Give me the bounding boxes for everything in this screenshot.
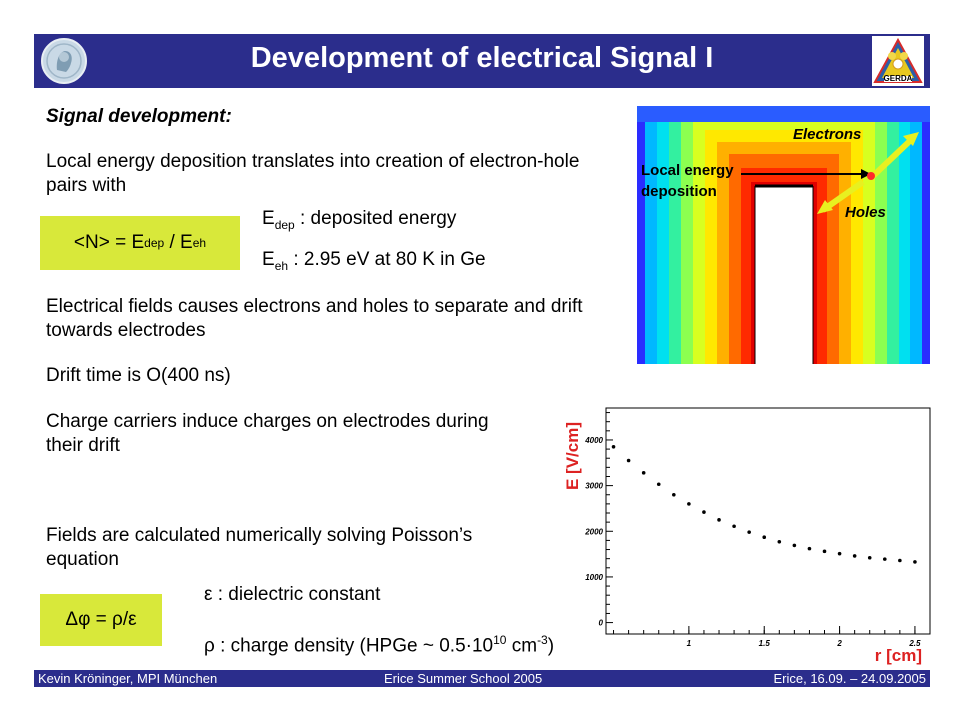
definition-epsilon: ε : dielectric constant bbox=[204, 584, 381, 605]
data-point bbox=[672, 492, 676, 497]
section-title: Signal development: bbox=[46, 106, 232, 127]
definition-edep-sub: dep bbox=[274, 217, 295, 232]
definition-edep: Edep : deposited energy bbox=[262, 207, 456, 237]
definition-rho-pre: ρ : charge density (HPGe ~ 0.5·10 bbox=[204, 635, 494, 657]
mpi-logo-icon bbox=[41, 38, 87, 84]
data-point bbox=[762, 535, 767, 540]
footer-date: Erice, 16.09. – 24.09.2005 bbox=[773, 671, 926, 686]
data-point bbox=[702, 510, 706, 514]
data-point bbox=[807, 546, 812, 551]
definition-rho-post: ) bbox=[547, 635, 555, 657]
definition-edep-text: : deposited energy bbox=[294, 208, 457, 229]
y-tick-label: 2000 bbox=[584, 527, 603, 536]
gerda-logo: GERDA bbox=[872, 36, 924, 86]
x-axis-label: r [cm] bbox=[875, 646, 922, 665]
x-tick-label: 2 bbox=[836, 639, 842, 648]
plot-frame bbox=[605, 407, 931, 635]
field-map-image: Electrons Holes Local energy deposition bbox=[637, 106, 930, 364]
data-point bbox=[898, 558, 902, 563]
footer-bar: Kevin Kröninger, MPI München Erice Summe… bbox=[34, 670, 930, 687]
data-point bbox=[867, 555, 872, 560]
data-point bbox=[687, 502, 691, 506]
paragraph-electrical-fields: Electrical fields causes electrons and h… bbox=[46, 296, 583, 341]
data-point bbox=[732, 524, 736, 529]
y-tick-label: 3000 bbox=[585, 482, 603, 491]
formula-n-sub-eh: eh bbox=[192, 236, 207, 250]
formula-n-sub-dep: dep bbox=[144, 236, 165, 250]
header-bar: Development of electrical Signal I GERDA bbox=[34, 34, 930, 88]
formula-box-poisson: Δφ = ρ/ε bbox=[40, 594, 162, 646]
y-tick-label: 1000 bbox=[585, 573, 603, 582]
definition-rho-sup-exp: 10 bbox=[493, 633, 507, 647]
data-point bbox=[747, 530, 751, 534]
data-point bbox=[777, 539, 782, 544]
field-chart-svg: 0 1000 2000 3000 4000 1 1.5 2 2.5r [cm] E [V/cm] bbox=[563, 407, 931, 665]
footer-author: Kevin Kröninger, MPI München bbox=[38, 671, 218, 686]
paragraph-drift-time: Drift time is O(400 ns) bbox=[46, 365, 231, 386]
data-point bbox=[822, 549, 827, 554]
definition-eeh-symbol: E bbox=[262, 249, 275, 270]
formula-n-mid: / E bbox=[164, 232, 193, 253]
data-point bbox=[656, 482, 661, 487]
definition-rho: ρ : charge density (HPGe ~ 0.5·1010 cm-3… bbox=[204, 628, 554, 658]
data-point bbox=[837, 551, 842, 556]
definition-eeh-sub: eh bbox=[274, 258, 289, 273]
data-point bbox=[913, 560, 917, 564]
data-point bbox=[792, 543, 797, 548]
y-tick-label: 4000 bbox=[584, 436, 603, 445]
y-axis-label: E [V/cm] bbox=[563, 422, 582, 490]
definition-edep-symbol: E bbox=[262, 208, 275, 229]
paragraph-energy-deposition: Local energy deposition translates into … bbox=[46, 151, 580, 196]
definition-rho-sup-unit: -3 bbox=[537, 633, 548, 647]
x-tick-label: 2.5 bbox=[908, 639, 921, 648]
data-point bbox=[626, 458, 631, 463]
field-chart: 0 1000 2000 3000 4000 1 1.5 2 2.5 r [cm] E [V/cm] bbox=[563, 404, 932, 666]
definition-eeh-text: : 2.95 eV at 80 K in Ge bbox=[288, 249, 486, 270]
x-tick-label: 1.5 bbox=[759, 639, 771, 648]
label-holes: Holes bbox=[845, 204, 886, 221]
paragraph-charge-carriers: Charge carriers induce charges on electr… bbox=[46, 411, 489, 456]
definition-eeh: Eeh : 2.95 eV at 80 K in Ge bbox=[262, 248, 486, 278]
drift-arrows bbox=[741, 132, 919, 214]
y-tick-label: 0 bbox=[599, 619, 604, 628]
formula-n-lhs: <N> = E bbox=[73, 232, 145, 253]
data-point bbox=[611, 445, 616, 449]
data-point bbox=[641, 471, 646, 475]
data-point bbox=[717, 518, 721, 522]
paragraph-poisson: Fields are calculated numerically solvin… bbox=[46, 525, 473, 570]
footer-event: Erice Summer School 2005 bbox=[384, 671, 543, 686]
definition-rho-unit: cm bbox=[506, 635, 538, 657]
gerda-logo-icon bbox=[873, 37, 923, 83]
page-title: Development of electrical Signal I bbox=[250, 42, 714, 74]
data-point bbox=[852, 554, 857, 558]
label-electrons: Electrons bbox=[793, 126, 862, 143]
gerda-logo-text: GERDA bbox=[883, 74, 913, 83]
label-local-deposition: Local energy deposition bbox=[641, 162, 734, 200]
x-tick-label: 1 bbox=[687, 639, 692, 648]
data-point bbox=[882, 557, 887, 561]
